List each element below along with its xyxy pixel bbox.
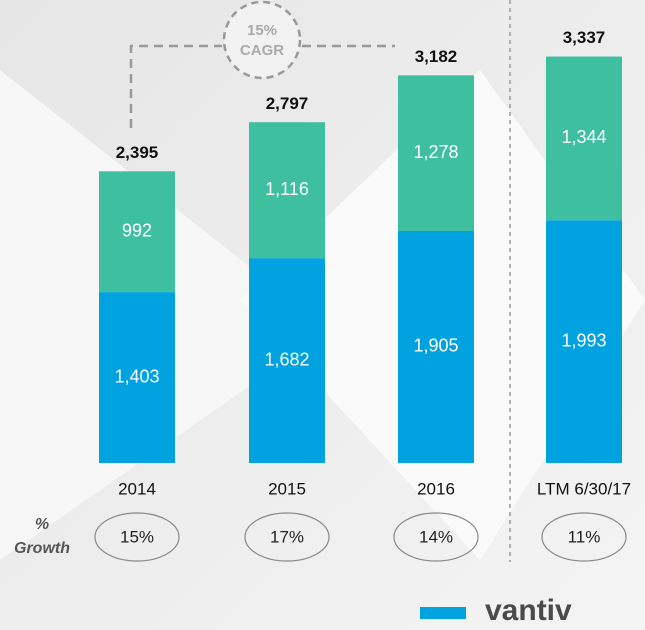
growth-value: 11%	[568, 527, 601, 546]
growth-value: 15%	[120, 527, 154, 546]
x-tick-label: LTM 6/30/17	[537, 479, 631, 498]
growth-label: %	[35, 516, 49, 533]
segment-label: 1,116	[265, 179, 309, 199]
x-tick-label: 2014	[118, 479, 156, 498]
cagr-connector	[129, 44, 222, 128]
cagr-text: CAGR	[240, 42, 284, 59]
total-label: 2,395	[116, 143, 159, 162]
bar-segment	[249, 258, 325, 463]
segment-label: 1,682	[264, 349, 309, 369]
growth-value: 14%	[419, 527, 453, 546]
logo: vantiv	[485, 594, 572, 627]
bar-segment	[546, 56, 622, 221]
x-tick-label: 2015	[268, 479, 306, 498]
growth-value: 17%	[270, 527, 304, 546]
total-label: 3,337	[563, 28, 606, 47]
bar-segment	[99, 171, 175, 293]
growth-badge	[541, 512, 627, 562]
segment-label: 1,905	[413, 336, 458, 356]
bar-segment	[249, 122, 325, 259]
bar-segment	[99, 292, 175, 463]
bar-segment	[398, 75, 474, 231]
bar-segment	[398, 230, 474, 463]
segment-label: 1,403	[114, 366, 159, 386]
growth-badge	[94, 512, 180, 562]
segment-label: 992	[122, 220, 152, 240]
logo-mark	[420, 607, 466, 619]
segment-label: 1,344	[561, 127, 606, 147]
segment-label: 1,278	[413, 142, 458, 162]
segment-label: 1,993	[561, 330, 606, 350]
growth-badge	[244, 512, 330, 562]
cagr-badge	[222, 0, 302, 80]
x-tick-label: 2016	[417, 479, 455, 498]
total-label: 2,797	[266, 94, 309, 113]
bar-segment	[546, 220, 622, 463]
total-label: 3,182	[415, 47, 458, 66]
growth-label: Growth	[14, 540, 70, 557]
cagr-value: 15%	[247, 22, 277, 39]
growth-badge	[393, 512, 479, 562]
